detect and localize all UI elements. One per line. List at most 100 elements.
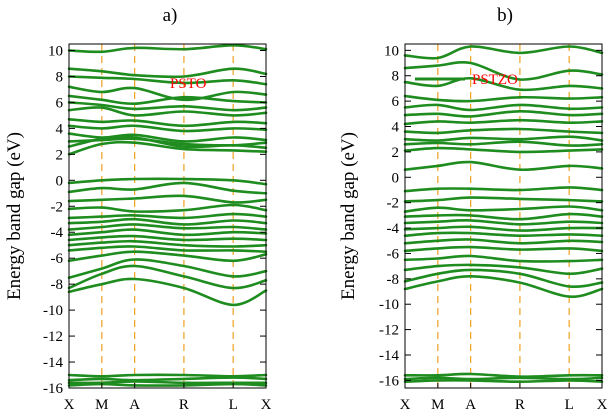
panel-a-band-8 — [67, 118, 268, 128]
panel-a-band-5 — [67, 94, 268, 106]
panel-a-ytick-label: -8 — [51, 277, 64, 293]
panel-a-ytick-label: -2 — [51, 199, 64, 215]
panel-b-band-26 — [403, 372, 604, 378]
panel-b-band-10 — [403, 140, 604, 147]
panel-b-band-12 — [403, 160, 604, 172]
panel-b-bands — [403, 45, 604, 383]
panel-a-ytick-label: -16 — [43, 381, 63, 397]
panel-b-band-15 — [403, 205, 604, 213]
panel-b-band-17 — [403, 219, 604, 226]
panel-a-ytick-label: 4 — [56, 121, 64, 137]
panel-a-frame — [68, 43, 267, 389]
panel-b-ytick-label: 10 — [384, 43, 399, 59]
panel-a-band-6 — [67, 101, 268, 112]
panel-a-ytick-label: -12 — [43, 329, 63, 345]
panel-a-band-30 — [67, 376, 268, 382]
panel-b: b) Energy band gap (eV) 10 8 6 4 2 0 -2 -4 -6 -8 -… — [338, 5, 608, 413]
panel-a-band-18 — [67, 212, 268, 220]
panel-a-band-32 — [67, 382, 268, 387]
panel-a-band-29 — [67, 373, 268, 378]
panel-b-band-2 — [403, 61, 604, 81]
panel-b-y-axis-label: Energy band gap (eV) — [338, 132, 359, 300]
panel-b-band-20 — [403, 238, 604, 245]
panel-b-y-ticks: 10 8 6 4 2 0 -2 -4 -6 -8 -10 -12 -14 -16 — [379, 43, 602, 389]
panel-a-band-28 — [67, 277, 268, 307]
panel-a-band-15 — [67, 181, 268, 195]
panel-b-band-28 — [403, 378, 604, 383]
panel-b-ytick-label: 6 — [392, 94, 400, 110]
panel-b-band-23 — [403, 263, 604, 276]
panel-b-ytick-label: -16 — [379, 373, 399, 389]
panel-b-band-14 — [403, 196, 604, 203]
panel-a-y-axis-label: Energy band gap (eV) — [4, 132, 25, 300]
panel-b-band-19 — [403, 231, 604, 238]
panel-b-band-6 — [403, 109, 604, 118]
panel-a-band-31 — [67, 380, 268, 385]
panel-a-band-4 — [67, 85, 268, 102]
panel-b-band-22 — [403, 254, 604, 263]
panel-b-band-25 — [403, 274, 604, 298]
panel-a-xtick-label-r: R — [179, 397, 189, 413]
panel-b-band-21 — [403, 245, 604, 253]
panel-a-ytick-label: -10 — [43, 303, 63, 319]
panel-b-band-13 — [403, 186, 604, 193]
panel-a-bands — [67, 44, 268, 387]
panel-a-band-2 — [67, 67, 268, 79]
panel-a-ytick-label: 10 — [48, 43, 63, 59]
panel-b-band-18 — [403, 225, 604, 232]
panel-a-label: a) — [163, 5, 178, 26]
panel-a-band-14 — [67, 177, 268, 186]
panel-a-xtick-label-a: A — [129, 397, 140, 413]
panel-b-ytick-label: 8 — [392, 69, 400, 85]
panel-a-band-19 — [67, 217, 268, 226]
panel-b-ytick-label: -14 — [379, 348, 399, 364]
panel-b-ytick-label: -8 — [387, 272, 400, 288]
panel-a-legend: PSTO — [170, 76, 207, 92]
panel-a-legend-label: PSTO — [170, 76, 207, 92]
panel-b-xtick-label-r: R — [515, 397, 525, 413]
panel-b-ytick-label: 0 — [392, 170, 400, 186]
panel-b-ytick-label: -2 — [387, 196, 400, 212]
panel-a-band-9 — [67, 124, 268, 133]
panel-a-band-1 — [67, 44, 268, 54]
panel-a-band-27 — [67, 264, 268, 290]
panel-a-band-17 — [67, 203, 268, 213]
panel-b-ytick-label: 2 — [392, 145, 400, 161]
panel-b-frame — [404, 43, 603, 389]
panel-b-ytick-label: -6 — [387, 246, 400, 262]
panel-a-band-26 — [67, 258, 268, 279]
panel-b-band-4 — [403, 94, 604, 103]
panel-a-ytick-label: 6 — [56, 95, 64, 111]
panel-b-band-7 — [403, 118, 604, 126]
panel-a-xtick-label-x: X — [64, 397, 75, 413]
panel-a-band-25 — [67, 250, 268, 263]
panel-b-xtick-label-x: X — [400, 397, 411, 413]
panel-a-xtick-label-l: L — [229, 397, 238, 413]
panel-b-band-1 — [403, 45, 604, 60]
panel-b-band-5 — [403, 103, 604, 112]
panel-a-band-13 — [67, 140, 268, 156]
panel-a-band-7 — [67, 106, 268, 117]
panel-a-ytick-label: -14 — [43, 355, 63, 371]
panel-a-band-20 — [67, 223, 268, 231]
panel-a-ytick-label: -4 — [51, 225, 64, 241]
panel-a-band-3 — [67, 75, 268, 86]
panel-b-legend-label: PSTZO — [472, 72, 518, 88]
panel-a-band-22 — [67, 234, 268, 242]
panel-b-ytick-label: -12 — [379, 323, 399, 339]
panel-b-xtick-label-x: X — [597, 397, 608, 413]
panel-a: a) Energy band gap (eV) 10 8 6 4 2 0 -2 -4 -6 -8 -… — [4, 5, 272, 413]
panel-a-ytick-label: 2 — [56, 147, 64, 163]
panel-a-band-12 — [67, 135, 268, 150]
panel-a-ytick-label: 8 — [56, 69, 64, 85]
panel-b-band-8 — [403, 127, 604, 135]
panel-b-band-27 — [403, 376, 604, 381]
panel-a-ytick-label: -6 — [51, 251, 64, 267]
panel-a-band-24 — [67, 245, 268, 253]
panel-a-band-21 — [67, 228, 268, 237]
panel-b-xtick-label-l: L — [565, 397, 574, 413]
panel-b-label: b) — [497, 5, 513, 26]
